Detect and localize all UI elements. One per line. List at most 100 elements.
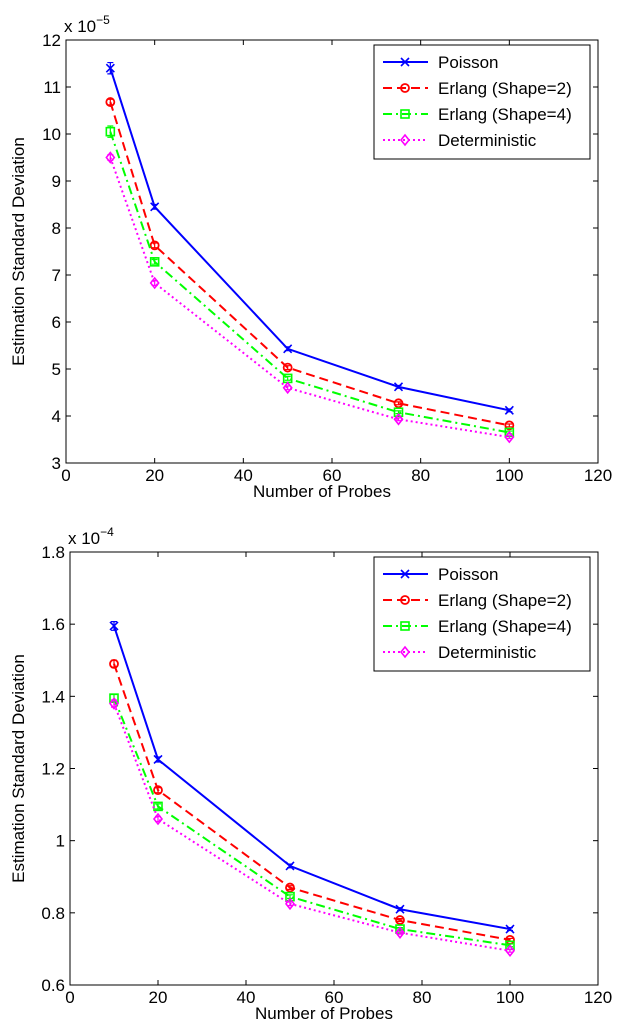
data-point xyxy=(285,861,295,871)
x-tick-label: 0 xyxy=(61,466,70,485)
data-point xyxy=(504,405,514,415)
y-axis-label: Estimation Standard Deviation xyxy=(9,137,28,366)
y-tick-label: 5 xyxy=(52,360,61,379)
data-point xyxy=(505,924,515,934)
y-tick-label: 9 xyxy=(52,172,61,191)
x-tick-label: 20 xyxy=(145,466,164,485)
y-tick-label: 3 xyxy=(52,454,61,473)
y-tick-label: 8 xyxy=(52,219,61,238)
y-multiplier-label: x 10−4 xyxy=(68,525,114,548)
chart-2: 0 20 40 60 80 100 120 0.6 0.8 1 1.2 1.4 1.6 1.8x 10−4… xyxy=(9,525,612,1023)
data-point xyxy=(395,915,405,925)
y-tick-label: 7 xyxy=(52,266,61,285)
legend-label: Erlang (Shape=2) xyxy=(438,79,572,98)
series-deterministic xyxy=(108,697,516,958)
data-point xyxy=(108,697,120,710)
data-point xyxy=(105,151,116,164)
error-bar xyxy=(397,918,403,923)
y-tick-label: 1.6 xyxy=(41,615,65,634)
data-point xyxy=(153,785,163,796)
y-tick-label: 11 xyxy=(43,78,61,97)
x-tick-label: 80 xyxy=(411,466,430,485)
error-bar xyxy=(507,948,513,953)
data-point xyxy=(504,420,515,431)
legend-label: Deterministic xyxy=(438,643,537,662)
data-point xyxy=(105,126,116,137)
y-tick-label: 1.2 xyxy=(41,760,65,779)
x-tick-label: 100 xyxy=(495,466,523,485)
x-tick-label: 20 xyxy=(149,988,168,1007)
data-point xyxy=(149,276,160,290)
legend-marker xyxy=(399,645,411,659)
legend-label: Erlang (Shape=4) xyxy=(438,617,572,636)
y-tick-label: 1 xyxy=(56,832,65,851)
data-point xyxy=(149,257,160,267)
y-tick-label: 0.8 xyxy=(41,904,65,923)
legend-marker xyxy=(400,83,410,93)
error-bar xyxy=(287,885,293,890)
y-tick-label: 10 xyxy=(42,125,61,144)
error-bar xyxy=(284,365,291,371)
data-point xyxy=(283,344,293,354)
series-erlang-shape-4 xyxy=(109,693,515,951)
series-deterministic xyxy=(105,151,515,444)
error-bar xyxy=(155,803,161,810)
data-point xyxy=(393,398,404,409)
y-multiplier-exponent: −4 xyxy=(100,525,114,539)
legend-label: Erlang (Shape=2) xyxy=(438,591,572,610)
data-point xyxy=(109,658,119,669)
error-bar xyxy=(151,242,158,249)
data-point xyxy=(109,621,119,631)
data-point xyxy=(149,240,160,251)
x-tick-label: 40 xyxy=(237,988,256,1007)
legend-marker xyxy=(400,57,410,67)
x-tick-label: 0 xyxy=(65,988,74,1007)
y-multiplier-label: x 10−5 xyxy=(64,13,110,36)
legend-label: Deterministic xyxy=(438,131,537,150)
y-tick-label: 12 xyxy=(42,31,61,50)
y-tick-label: 0.6 xyxy=(41,976,65,995)
y-tick-label: 1.8 xyxy=(41,543,65,562)
y-multiplier-exponent: −5 xyxy=(96,13,110,27)
legend-marker xyxy=(400,621,410,631)
x-tick-label: 60 xyxy=(325,988,344,1007)
series-erlang-shape-2 xyxy=(109,658,515,945)
x-tick-label: 40 xyxy=(234,466,253,485)
series-line xyxy=(113,663,511,941)
data-point xyxy=(504,430,515,444)
x-tick-label: 80 xyxy=(413,988,432,1007)
data-point xyxy=(395,904,405,914)
y-tick-label: 6 xyxy=(52,313,61,332)
data-point xyxy=(285,882,295,893)
x-tick-label: 100 xyxy=(496,988,524,1007)
legend-marker xyxy=(400,569,410,579)
data-point xyxy=(393,407,404,418)
series-line xyxy=(109,131,510,434)
data-point xyxy=(282,362,293,373)
data-point xyxy=(152,812,164,826)
y-axis-label: Estimation Standard Deviation xyxy=(9,654,28,883)
chart-1: 0 20 40 60 80 100 120 3 4 5 6 7 8 9 10 11 12x 10−5 Number… xyxy=(9,13,612,501)
data-point xyxy=(393,382,404,392)
error-bar xyxy=(284,375,291,381)
legend-marker xyxy=(399,133,411,147)
legend-label: Poisson xyxy=(438,565,498,584)
error-bar xyxy=(107,98,114,106)
data-point xyxy=(284,897,296,911)
data-point xyxy=(105,97,116,107)
data-point xyxy=(282,381,293,395)
series-line xyxy=(113,703,511,952)
data-point xyxy=(504,944,516,958)
legend-label: Erlang (Shape=4) xyxy=(438,105,572,124)
error-bar xyxy=(395,401,402,406)
legend: Poisson Erlang (Shape=2) Erlang (Shape=4) D… xyxy=(373,44,591,160)
error-bar xyxy=(151,258,158,265)
data-point xyxy=(105,63,115,73)
x-tick-label: 120 xyxy=(584,988,612,1007)
x-tick-label: 120 xyxy=(584,466,612,485)
series-erlang-shape-4 xyxy=(105,125,515,438)
x-axis-label: Number of Probes xyxy=(253,482,391,501)
legend: Poisson Erlang (Shape=2) Erlang (Shape=4) D… xyxy=(373,556,591,672)
